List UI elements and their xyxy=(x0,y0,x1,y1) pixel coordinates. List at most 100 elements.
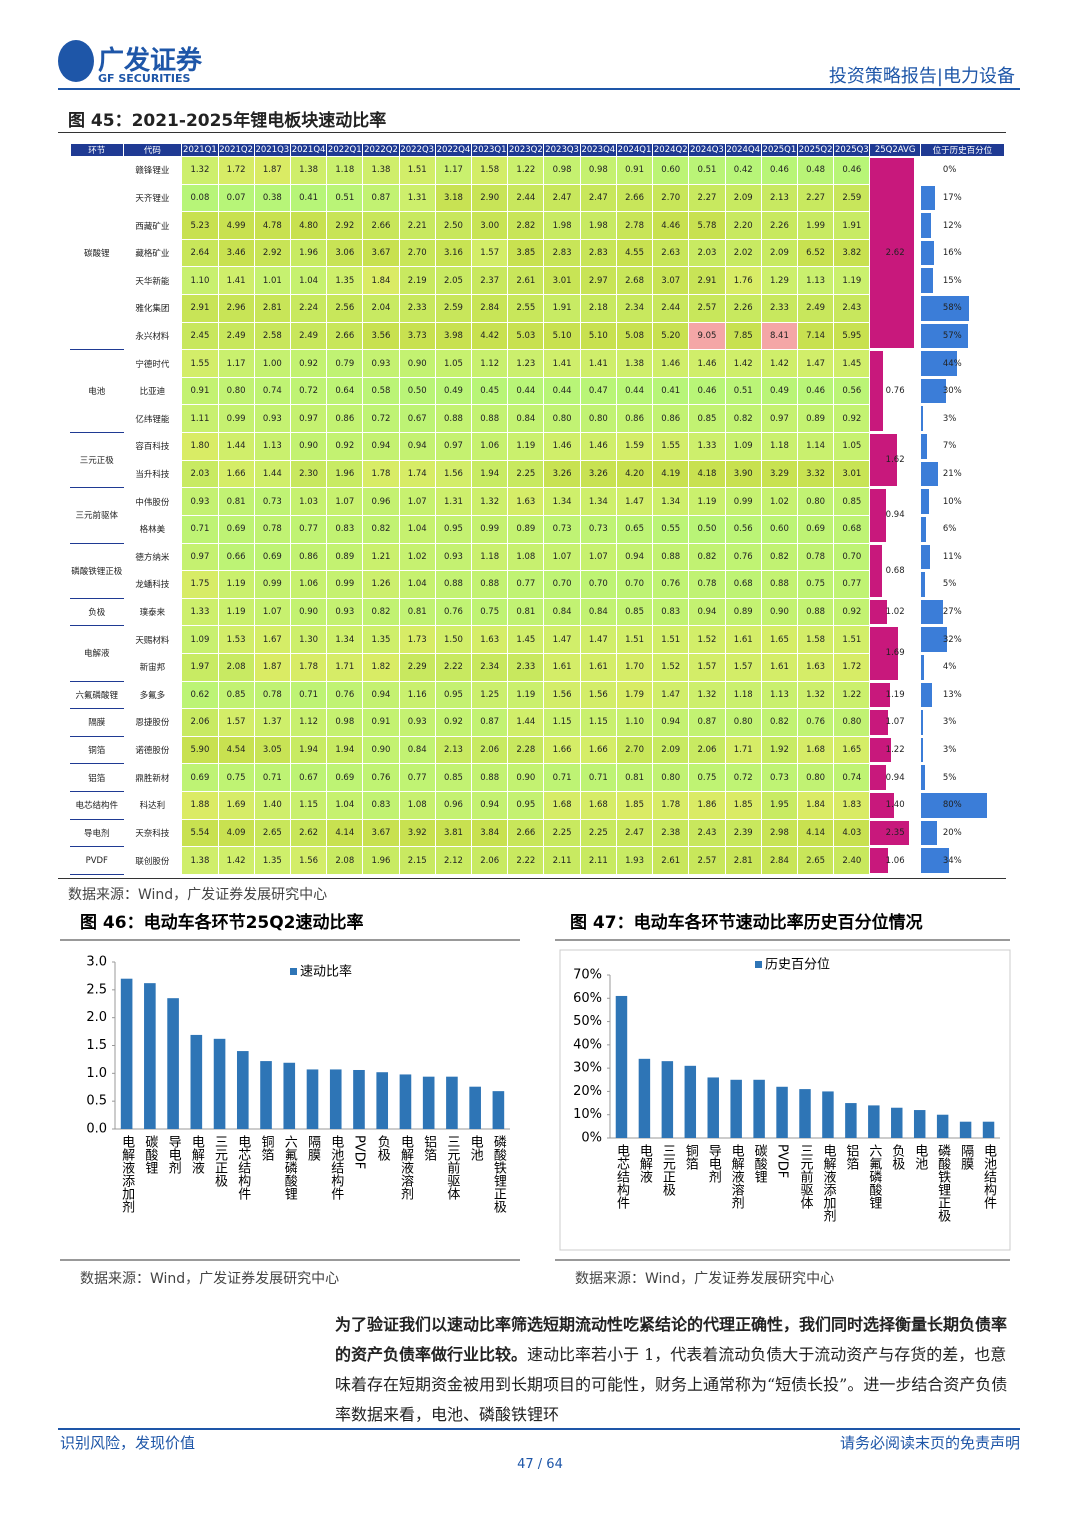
value-cell: 0.50 xyxy=(688,514,726,544)
value-cell: 1.38 xyxy=(362,156,400,185)
column-header: 2022Q1 xyxy=(326,143,364,157)
value-cell: 1.56 xyxy=(543,680,581,710)
value-cell: 0.76 xyxy=(652,570,690,599)
x-tick-label: 电芯结构件 xyxy=(614,1144,630,1209)
data-table: 环节 代码 2021Q1 2021Q2 2021Q3 2021Q4 2022Q1 2022Q2… xyxy=(70,143,1006,875)
avg-label: 1.62 xyxy=(885,455,905,466)
segment-name: 三元前驱体 xyxy=(70,487,124,544)
value-cell: 2.59 xyxy=(833,183,871,213)
value-cell: 1.61 xyxy=(724,625,762,654)
value-cell: 0.89 xyxy=(724,597,762,627)
avg-bar xyxy=(870,351,883,432)
percentile-label: 5% xyxy=(942,579,957,590)
value-cell: 1.47 xyxy=(579,625,617,654)
percentile-cell: 0% xyxy=(919,156,1006,185)
bar xyxy=(982,1121,995,1138)
value-cell: 0.84 xyxy=(398,735,436,765)
percentile-cell: 27% xyxy=(919,597,1006,627)
value-cell: 0.94 xyxy=(688,597,726,627)
value-cell: 0.73 xyxy=(760,763,799,793)
value-cell: 0.70 xyxy=(543,570,581,599)
value-cell: 2.25 xyxy=(579,818,617,848)
value-cell: 4.55 xyxy=(615,238,654,268)
avg-cell: 2.35 xyxy=(869,818,921,848)
value-cell: 1.05 xyxy=(434,349,473,378)
x-tick-label: 三元正极 xyxy=(212,1135,228,1187)
x-tick-label: 铝箔 xyxy=(421,1135,437,1161)
avg-cell: 1.62 xyxy=(869,432,921,489)
column-header: 2024Q3 xyxy=(688,143,726,157)
value-cell: 2.04 xyxy=(362,294,400,323)
value-cell: 2.29 xyxy=(398,652,436,682)
bar xyxy=(190,1034,203,1129)
percentile-bar xyxy=(921,572,925,597)
value-cell: 0.90 xyxy=(398,349,436,378)
value-cell: 3.67 xyxy=(362,238,400,268)
value-cell: 0.41 xyxy=(289,183,328,213)
x-tick-label: 导电剂 xyxy=(166,1135,182,1174)
avg-label: 1.02 xyxy=(885,607,905,618)
value-cell: 0.77 xyxy=(833,570,871,599)
value-cell: 0.72 xyxy=(724,763,762,793)
value-cell: 2.70 xyxy=(652,183,690,213)
report-type: 投资策略报告|电力设备 xyxy=(828,66,1015,87)
table-row: 新宙邦 1.97 2.08 1.87 1.78 1.71 1.82 2.29 2.22 2.34 2… xyxy=(71,652,1006,682)
percentile-label: 30% xyxy=(942,386,962,397)
segment-name: 负极 xyxy=(70,597,124,627)
table-row: 三元正极 容百科技 1.80 1.44 1.13 0.90 0.92 0.94 0.94 0.97… xyxy=(70,432,1006,489)
column-header: 2022Q3 xyxy=(398,143,436,157)
avg-bar xyxy=(870,489,886,542)
value-cell: 0.56 xyxy=(833,376,871,406)
header-row: 环节 代码 2021Q1 2021Q2 2021Q3 2021Q4 2022Q1 2022Q2… xyxy=(70,143,1006,157)
value-cell: 0.86 xyxy=(652,404,690,434)
column-header: 2023Q3 xyxy=(543,143,581,157)
avg-label: 2.62 xyxy=(885,248,905,259)
value-cell: 1.35 xyxy=(362,625,400,654)
bar xyxy=(753,1079,765,1138)
value-cell: 4.80 xyxy=(289,211,328,240)
value-cell: 0.44 xyxy=(615,376,654,406)
value-cell: 0.98 xyxy=(326,708,364,737)
value-cell: 1.47 xyxy=(652,680,690,710)
value-cell: 2.09 xyxy=(652,735,690,765)
value-cell: 0.72 xyxy=(289,376,328,406)
value-cell: 0.89 xyxy=(507,514,545,544)
value-cell: 1.98 xyxy=(543,211,581,240)
percentile-label: 4% xyxy=(942,662,957,673)
percentile-label: 13% xyxy=(942,689,962,700)
value-cell: 0.94 xyxy=(652,708,690,737)
value-cell: 0.65 xyxy=(615,514,654,544)
percentile-bar xyxy=(921,323,969,349)
value-cell: 1.31 xyxy=(434,487,473,516)
avg-bar xyxy=(870,682,891,708)
percentile-label: 10% xyxy=(942,496,962,507)
value-cell: 1.32 xyxy=(688,680,726,710)
value-cell: 0.73 xyxy=(253,487,291,516)
percentile-cell: 11% xyxy=(919,542,1006,572)
value-cell: 1.44 xyxy=(253,459,291,489)
value-cell: 0.71 xyxy=(253,763,291,793)
percentile-cell: 20% xyxy=(919,818,1006,848)
percentile-bar xyxy=(921,296,970,321)
value-cell: 1.22 xyxy=(507,156,545,185)
value-cell: 0.84 xyxy=(543,597,581,627)
value-cell: 0.87 xyxy=(362,183,400,213)
table-row: 碳酸锂 赣锋锂业 1.32 1.72 1.87 1.38 1.18 1.38 1.51 1.17 1… xyxy=(70,155,1006,351)
avg-bar xyxy=(870,820,910,846)
value-cell: 1.45 xyxy=(833,349,871,378)
value-cell: 1.38 xyxy=(289,156,328,185)
x-tick-label: 电解液溶剂 xyxy=(398,1135,414,1200)
percentile-cell: 58% xyxy=(919,294,1006,323)
bar xyxy=(891,1107,903,1138)
table-row: 亿纬锂能 1.11 0.99 0.93 0.97 0.86 0.72 0.67 0.88 0.88… xyxy=(71,404,1006,434)
value-cell: 1.51 xyxy=(833,625,871,654)
value-cell: 2.11 xyxy=(579,846,617,875)
percentile-cell: 10% xyxy=(919,487,1006,516)
value-cell: 1.33 xyxy=(181,597,219,627)
percentile-cell: 3% xyxy=(919,735,1006,765)
percentile-label: 21% xyxy=(942,469,962,479)
value-cell: 0.46 xyxy=(833,156,871,185)
x-tick-label: 负极 xyxy=(375,1135,391,1161)
x-tick-label: PVDF xyxy=(351,1135,366,1169)
